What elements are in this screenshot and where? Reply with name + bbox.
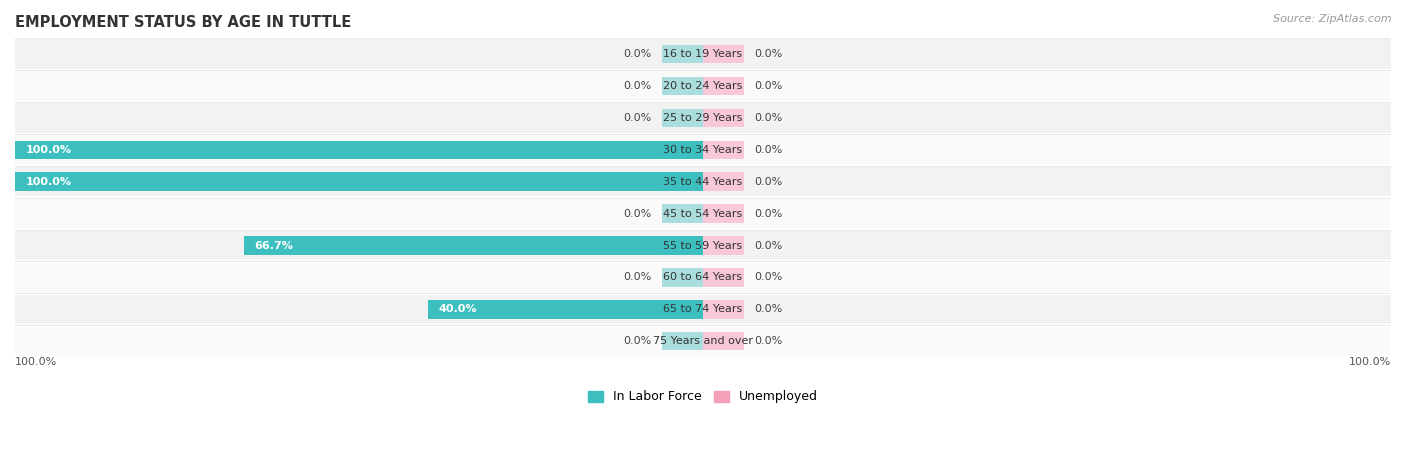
Bar <box>245 236 703 255</box>
Bar <box>15 327 1391 356</box>
Bar <box>703 204 744 223</box>
Text: EMPLOYMENT STATUS BY AGE IN TUTTLE: EMPLOYMENT STATUS BY AGE IN TUTTLE <box>15 15 352 30</box>
Text: 0.0%: 0.0% <box>623 49 651 59</box>
Bar <box>15 263 1391 292</box>
Bar <box>703 268 744 287</box>
Text: 100.0%: 100.0% <box>15 357 58 367</box>
Bar <box>703 332 744 350</box>
Bar <box>15 295 1391 324</box>
Bar <box>662 268 703 287</box>
Text: 0.0%: 0.0% <box>623 209 651 219</box>
Bar <box>15 231 1391 260</box>
Bar <box>703 172 744 191</box>
Bar <box>703 236 744 255</box>
Bar <box>15 172 703 191</box>
Bar <box>703 300 744 318</box>
Text: 100.0%: 100.0% <box>1348 357 1391 367</box>
Text: 25 to 29 Years: 25 to 29 Years <box>664 113 742 123</box>
Text: 65 to 74 Years: 65 to 74 Years <box>664 304 742 314</box>
Bar <box>427 300 703 318</box>
Text: 0.0%: 0.0% <box>623 272 651 282</box>
Text: 100.0%: 100.0% <box>25 177 72 187</box>
Text: 0.0%: 0.0% <box>623 81 651 91</box>
Text: 0.0%: 0.0% <box>755 145 783 155</box>
Text: Source: ZipAtlas.com: Source: ZipAtlas.com <box>1274 14 1392 23</box>
Text: 40.0%: 40.0% <box>439 304 477 314</box>
Bar <box>703 109 744 127</box>
Text: 0.0%: 0.0% <box>755 113 783 123</box>
Text: 45 to 54 Years: 45 to 54 Years <box>664 209 742 219</box>
Text: 0.0%: 0.0% <box>755 49 783 59</box>
Text: 0.0%: 0.0% <box>755 272 783 282</box>
Bar <box>703 45 744 63</box>
Bar <box>662 77 703 95</box>
Text: 0.0%: 0.0% <box>755 209 783 219</box>
Bar <box>15 71 1391 101</box>
Bar <box>245 236 703 255</box>
Bar <box>662 332 703 350</box>
Bar <box>703 141 744 159</box>
Text: 16 to 19 Years: 16 to 19 Years <box>664 49 742 59</box>
Bar <box>427 300 703 318</box>
Text: 0.0%: 0.0% <box>755 240 783 250</box>
Text: 20 to 24 Years: 20 to 24 Years <box>664 81 742 91</box>
Text: 100.0%: 100.0% <box>25 145 72 155</box>
Text: 0.0%: 0.0% <box>755 336 783 346</box>
Bar <box>662 109 703 127</box>
Bar <box>662 204 703 223</box>
Text: 0.0%: 0.0% <box>755 304 783 314</box>
Text: 0.0%: 0.0% <box>755 81 783 91</box>
Text: 55 to 59 Years: 55 to 59 Years <box>664 240 742 250</box>
Legend: In Labor Force, Unemployed: In Labor Force, Unemployed <box>583 385 823 408</box>
Bar <box>15 103 1391 133</box>
Bar <box>15 141 703 159</box>
Text: 0.0%: 0.0% <box>755 177 783 187</box>
Text: 35 to 44 Years: 35 to 44 Years <box>664 177 742 187</box>
Bar <box>703 77 744 95</box>
Bar <box>15 167 1391 196</box>
Bar <box>15 199 1391 228</box>
Text: 66.7%: 66.7% <box>254 240 294 250</box>
Text: 75 Years and over: 75 Years and over <box>652 336 754 346</box>
Text: 30 to 34 Years: 30 to 34 Years <box>664 145 742 155</box>
Bar <box>15 141 703 159</box>
Text: 60 to 64 Years: 60 to 64 Years <box>664 272 742 282</box>
Bar <box>15 39 1391 69</box>
Bar <box>662 45 703 63</box>
Bar <box>15 135 1391 165</box>
Text: 0.0%: 0.0% <box>623 336 651 346</box>
Text: 0.0%: 0.0% <box>623 113 651 123</box>
Bar <box>15 172 703 191</box>
